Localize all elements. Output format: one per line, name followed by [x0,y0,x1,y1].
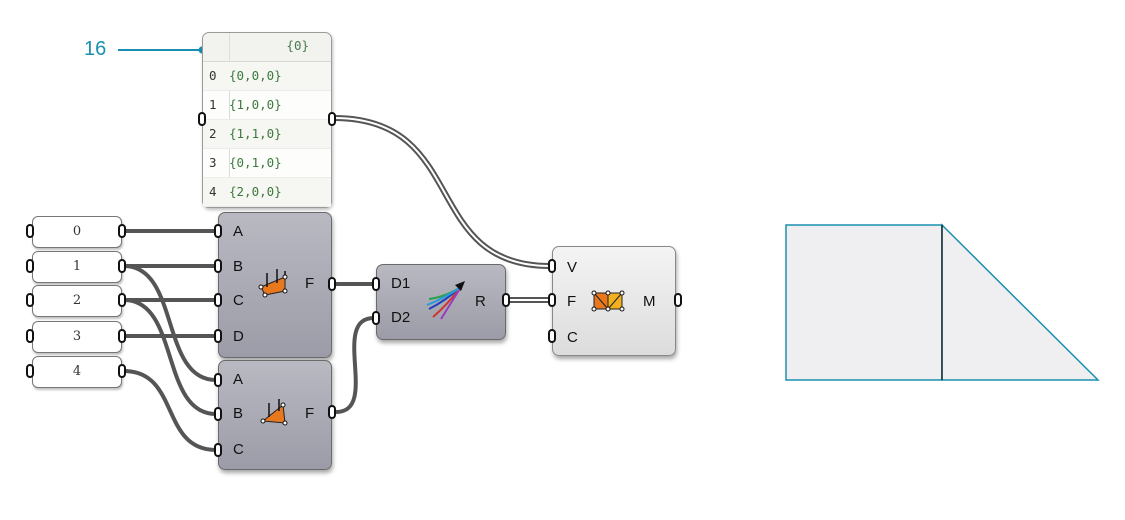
mesh-tri-face [941,223,1100,381]
list-item: 4 {2,0,0} [203,178,331,207]
wire-slider4-triC [122,369,218,452]
output-f-label: F [305,275,315,292]
output-m-label: M [643,293,656,310]
slider-grip[interactable] [118,364,126,378]
output-grip[interactable] [328,277,336,291]
input-c-label: C [233,441,244,458]
number-slider-0[interactable]: 0 [32,216,122,248]
input-grip[interactable] [372,311,380,325]
input-grip[interactable] [214,259,222,273]
output-f-label: F [305,405,315,422]
number-slider-1[interactable]: 1 [32,251,122,283]
input-grip[interactable] [214,329,222,343]
output-grip[interactable] [328,405,336,419]
input-d-label: D [233,328,244,345]
input-a-label: A [233,371,244,388]
panel-header: {0} [203,33,331,62]
number-slider-2[interactable]: 2 [32,285,122,317]
input-grip[interactable] [372,277,380,291]
slider-grip[interactable] [26,259,34,273]
merge-icon [426,281,465,320]
tri-face-component[interactable]: A B C F [218,360,332,470]
quad-face-component[interactable]: A B C D F [218,212,332,358]
input-b-label: B [233,258,244,275]
slider-grip[interactable] [26,293,34,307]
input-grip[interactable] [548,259,556,273]
list-item: 1 {1,0,0} [203,91,331,120]
panel-input-grip[interactable] [198,112,206,126]
slider-grip[interactable] [118,224,126,238]
slider-grip[interactable] [26,224,34,238]
number-slider-4[interactable]: 4 [32,356,122,388]
mesh-quad-face [785,224,943,381]
input-d2-label: D2 [391,309,411,326]
construct-mesh-component[interactable]: V F C M [552,246,676,356]
slider-grip[interactable] [118,259,126,273]
input-grip[interactable] [214,443,222,457]
input-c-label: C [567,329,578,346]
quad-face-icon [258,269,288,298]
callout-number: 16 [84,38,107,60]
output-grip[interactable] [674,293,682,307]
wire-panel-meshV [331,115,553,269]
list-item: 2 {1,1,0} [203,120,331,149]
input-grip[interactable] [214,224,222,238]
mesh-preview [785,223,1100,381]
point-panel[interactable]: {0} 0 {0,0,0} 1 {1,0,0} 2 {1,1,0} 3 {0,1,0} … [202,32,332,208]
input-grip[interactable] [214,407,222,421]
input-grip[interactable] [548,293,556,307]
wire-slider2-triB [122,298,218,416]
wire-slider1-triA [122,264,218,382]
tri-face-icon [260,399,288,426]
input-a-label: A [233,223,244,240]
slider-grip[interactable] [26,329,34,343]
number-slider-3[interactable]: 3 [32,321,122,353]
output-grip[interactable] [502,293,510,307]
input-grip[interactable] [214,293,222,307]
input-v-label: V [567,259,578,276]
input-grip[interactable] [214,373,222,387]
slider-grip[interactable] [26,364,34,378]
mesh-icon [591,290,625,312]
input-b-label: B [233,405,244,422]
input-grip[interactable] [548,329,556,343]
slider-grip[interactable] [118,293,126,307]
output-r-label: R [475,293,486,310]
list-item: 3 {0,1,0} [203,149,331,178]
slider-grip[interactable] [118,329,126,343]
input-d1-label: D1 [391,275,411,292]
list-item: 0 {0,0,0} [203,62,331,91]
wire-triF-mergeD2 [334,316,376,414]
panel-output-grip[interactable] [328,112,336,126]
merge-component[interactable]: D1 D2 R [376,264,506,340]
input-f-label: F [567,293,577,310]
input-c-label: C [233,292,244,309]
